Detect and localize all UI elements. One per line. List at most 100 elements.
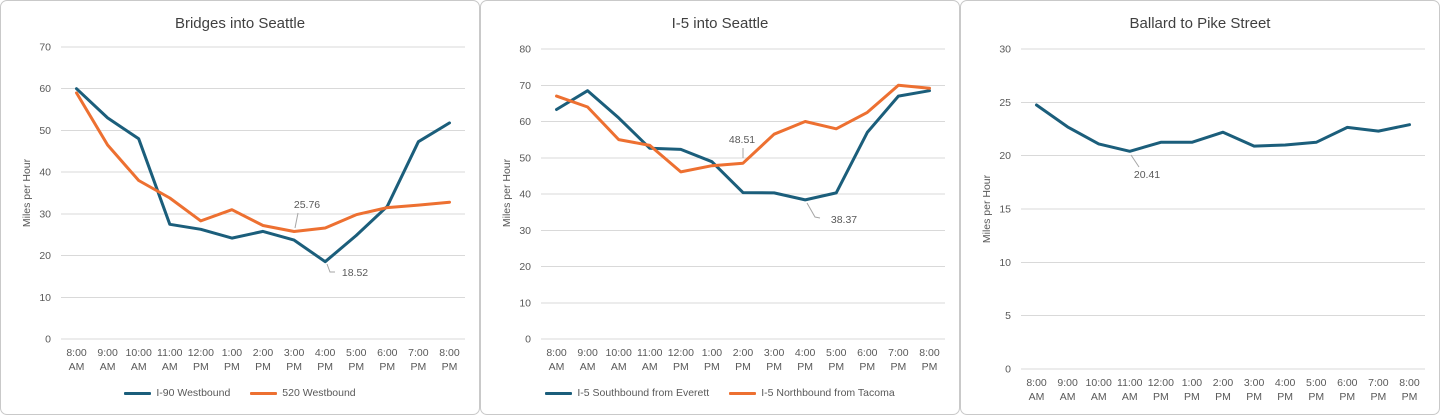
x-tick-label: 2:00 PM	[733, 347, 754, 373]
y-tick-label: 70	[519, 80, 531, 92]
y-tick-label: 60	[39, 83, 51, 95]
legend-item-0: I-90 Westbound	[124, 387, 230, 399]
x-tick-label: 5:00 PM	[346, 347, 367, 373]
y-tick-label: 15	[999, 204, 1011, 216]
x-tick-label: 5:00 PM	[826, 347, 847, 373]
x-tick-label: 4:00 PM	[315, 347, 336, 373]
data-label: 25.76	[294, 199, 320, 211]
x-tick-label: 7:00 PM	[408, 347, 429, 373]
x-tick-label: 12:00 PM	[668, 347, 694, 373]
y-tick-label: 30	[519, 225, 531, 237]
y-tick-label: 5	[1005, 310, 1011, 322]
y-tick-label: 30	[39, 208, 51, 220]
leader-line	[1130, 154, 1140, 168]
legend-item-1: 520 Westbound	[250, 387, 356, 399]
legend: I-90 Westbound 520 Westbound	[1, 387, 479, 399]
y-axis-title: Miles per Hour	[981, 174, 993, 243]
chart-panel-bridges: Bridges into Seattle 0 10 20 30 40 50 60 70 Mile…	[0, 0, 480, 415]
y-tick-label: 60	[519, 116, 531, 128]
series-line-0	[555, 89, 931, 202]
x-tick-label: 8:00 PM	[439, 347, 460, 373]
series-line-0	[1035, 103, 1411, 153]
x-tick-label: 7:00 PM	[888, 347, 909, 373]
y-tick-label: 0	[1005, 364, 1011, 376]
x-tick-label: 8:00 PM	[1399, 377, 1420, 403]
x-tick-label: 1:00 PM	[222, 347, 243, 373]
y-tick-label: 20	[519, 261, 531, 273]
i5-chart-canvas: I-5 into Seattle 0 10 20 30 40 50 60 70 80 Miles …	[501, 15, 945, 373]
x-tick-label: 9:00 AM	[97, 347, 118, 373]
y-tick-label: 50	[519, 152, 531, 164]
x-tick-label: 12:00 PM	[188, 347, 214, 373]
legend: I-5 Southbound from Everett I-5 Northboun…	[481, 387, 959, 399]
chart-title: I-5 into Seattle	[672, 15, 769, 32]
x-tick-label: 2:00 PM	[1213, 377, 1234, 403]
plot-area: 0 10 20 30 40 50 60 70 80 Miles per Hour 8:00 AM 9:0…	[501, 44, 945, 373]
legend-label: I-90 Westbound	[156, 387, 231, 399]
legend-item-0: I-5 Southbound from Everett	[545, 387, 709, 399]
y-tick-label: 10	[519, 297, 531, 309]
y-tick-label: 20	[39, 250, 51, 262]
legend-line-swatch	[729, 391, 757, 395]
legend-label: I-5 Southbound from Everett	[577, 387, 710, 399]
y-tick-label: 70	[39, 42, 51, 54]
x-tick-label: 1:00 PM	[702, 347, 723, 373]
y-tick-label: 20	[999, 150, 1011, 162]
x-tick-label: 3:00 PM	[284, 347, 305, 373]
chart-title: Bridges into Seattle	[175, 15, 305, 32]
leader-line	[294, 212, 299, 229]
legend-label: 520 Westbound	[282, 387, 356, 399]
y-tick-label: 30	[999, 44, 1011, 56]
x-tick-label: 11:00 AM	[157, 347, 183, 373]
x-tick-label: 4:00 PM	[795, 347, 816, 373]
legend-item-1: I-5 Northbound from Tacoma	[729, 387, 895, 399]
x-tick-label: 4:00 PM	[1275, 377, 1296, 403]
chart-title: Ballard to Pike Street	[1130, 15, 1272, 32]
x-tick-label: 6:00 PM	[857, 347, 878, 373]
x-tick-label: 6:00 PM	[1337, 377, 1358, 403]
x-tick-label: 10:00 AM	[1086, 377, 1112, 403]
y-tick-label: 40	[519, 189, 531, 201]
x-tick-label: 8:00 PM	[919, 347, 940, 373]
leader-line	[326, 263, 335, 273]
x-tick-label: 9:00 AM	[1057, 377, 1078, 403]
chart-panel-i5: I-5 into Seattle 0 10 20 30 40 50 60 70 80 Miles …	[480, 0, 960, 415]
x-tick-label: 7:00 PM	[1368, 377, 1389, 403]
legend-line-swatch	[124, 391, 152, 395]
y-tick-label: 40	[39, 167, 51, 179]
data-label: 20.41	[1134, 169, 1160, 181]
x-tick-label: 8:00 AM	[1026, 377, 1047, 403]
chart-panel-ballard: Ballard to Pike Street 0 5 10 15 20 25 30 Miles…	[960, 0, 1440, 415]
legend-line-swatch	[545, 391, 573, 395]
data-label: 38.37	[831, 214, 857, 226]
x-tick-label: 3:00 PM	[764, 347, 785, 373]
leader-line	[806, 202, 821, 219]
x-tick-label: 11:00 AM	[637, 347, 663, 373]
series-line-1	[75, 91, 451, 233]
x-tick-label: 9:00 AM	[577, 347, 598, 373]
x-tick-label: 11:00 AM	[1117, 377, 1143, 403]
x-tick-label: 10:00 AM	[126, 347, 152, 373]
y-tick-label: 10	[39, 292, 51, 304]
y-tick-label: 25	[999, 97, 1011, 109]
x-tick-label: 8:00 AM	[546, 347, 567, 373]
y-tick-label: 50	[39, 125, 51, 137]
y-tick-label: 80	[519, 44, 531, 56]
bridges-chart-canvas: Bridges into Seattle 0 10 20 30 40 50 60 70 Mile…	[21, 15, 465, 373]
series-line-1	[555, 83, 931, 174]
x-tick-label: 3:00 PM	[1244, 377, 1265, 403]
x-tick-label: 12:00 PM	[1148, 377, 1174, 403]
x-tick-label: 8:00 AM	[66, 347, 87, 373]
x-tick-label: 5:00 PM	[1306, 377, 1327, 403]
x-tick-label: 10:00 AM	[606, 347, 632, 373]
legend-label: I-5 Northbound from Tacoma	[761, 387, 895, 399]
y-tick-label: 10	[999, 257, 1011, 269]
plot-area: 0 5 10 15 20 25 30 Miles per Hour 8:00 AM 9:00 AM 10…	[981, 44, 1425, 403]
ballard-chart-canvas: Ballard to Pike Street 0 5 10 15 20 25 30 Miles…	[981, 15, 1425, 403]
x-tick-label: 2:00 PM	[253, 347, 274, 373]
y-tick-label: 0	[45, 334, 51, 346]
y-axis-title: Miles per Hour	[501, 158, 513, 227]
x-tick-label: 6:00 PM	[377, 347, 398, 373]
y-axis-title: Miles per Hour	[21, 158, 33, 227]
